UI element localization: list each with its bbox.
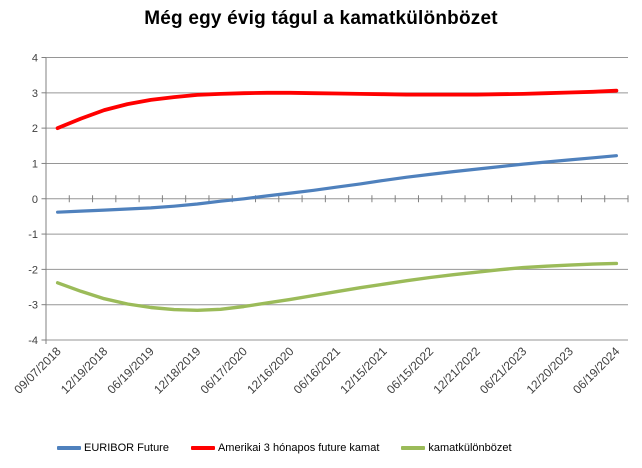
x-axis-label: 06/17/2020 <box>198 344 251 397</box>
legend-line-swatch-red <box>190 446 215 450</box>
legend-item-euribor-future: EURIBOR Future <box>57 442 169 454</box>
series-line-euribor-future <box>55 154 619 214</box>
y-axis-label: -4 <box>28 335 38 347</box>
x-axis-label: 06/15/2022 <box>384 344 437 397</box>
legend-label: EURIBOR Future <box>84 442 169 454</box>
chart-title: Még egy évig tágul a kamatkülönbözet <box>144 8 498 29</box>
y-axis-label: -3 <box>28 300 38 312</box>
y-axis-label: 2 <box>32 123 38 135</box>
x-axis-label: 12/20/2023 <box>524 344 577 397</box>
x-axis-label: 12/15/2021 <box>337 344 390 397</box>
legend-line-swatch-green <box>401 446 426 450</box>
y-axis-label: 3 <box>32 88 38 100</box>
y-axis-label: -1 <box>28 229 38 241</box>
x-axis-label: 12/18/2019 <box>151 344 204 397</box>
chart-legend: EURIBOR Future Amerikai 3 hónapos future… <box>57 442 512 454</box>
legend-item-kamatkulonbozet: kamatkülönbözet <box>401 442 512 454</box>
legend-item-amerikai-future-kamat: Amerikai 3 hónapos future kamat <box>190 442 380 454</box>
x-axis-label: 06/19/2024 <box>570 344 623 397</box>
legend-label: kamatkülönbözet <box>428 442 512 454</box>
y-axis-label: 4 <box>32 53 38 65</box>
legend-line-swatch-blue <box>57 446 81 450</box>
series-line-kamatk-l-nb-zet <box>55 261 619 312</box>
x-axis-label: 06/21/2023 <box>477 344 530 397</box>
y-axis-label: 0 <box>32 194 38 206</box>
x-axis-label: 12/16/2020 <box>244 344 297 397</box>
legend-label: Amerikai 3 hónapos future kamat <box>217 442 380 454</box>
series-line-amerikai-3-h-napos-future-kamat <box>55 88 619 131</box>
x-axis-label: 06/19/2019 <box>105 344 158 397</box>
x-axis-label: 12/21/2022 <box>430 344 483 397</box>
x-axis-label: 06/16/2021 <box>291 344 344 397</box>
x-axis-label: 09/07/2018 <box>11 344 64 397</box>
y-axis-label: -2 <box>28 264 38 276</box>
y-axis-label: 1 <box>32 158 38 170</box>
x-axis-label: 12/19/2018 <box>58 344 111 397</box>
chart-plot: 43210-1-2-3-409/07/201812/19/201806/19/2… <box>11 53 629 397</box>
